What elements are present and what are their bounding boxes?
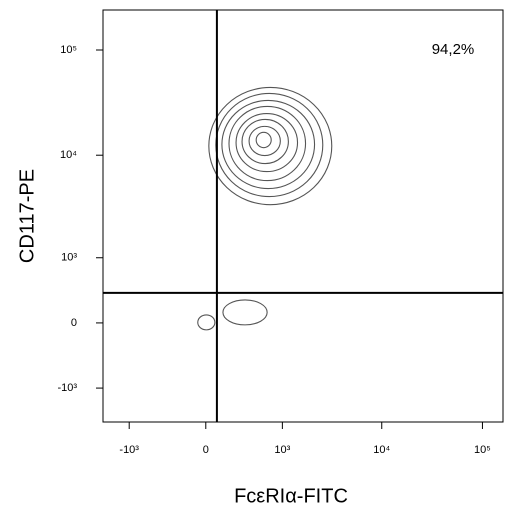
contour [221,99,316,190]
y-tick-label: -10³ [57,382,77,394]
x-tick-label: 10⁴ [373,444,390,456]
contour [255,131,272,149]
y-tick-label: 10³ [61,252,77,264]
x-tick-label: -10³ [119,444,139,456]
y-tick-label: 0 [71,317,77,329]
y-tick-label: 10⁴ [60,149,77,161]
annotation: 94,2% [432,41,475,58]
contour [222,299,268,326]
contour [235,112,299,173]
plot-frame [102,9,504,423]
x-axis-label: FcεRIα-FITC [234,485,348,507]
x-tick-label: 10³ [274,444,290,456]
contour [228,105,307,182]
contour [241,118,289,165]
contour [248,125,281,157]
x-tick-label: 0 [203,444,209,456]
y-axis-label: CD117-PE [16,169,38,263]
contour [208,86,333,206]
contour [215,92,324,198]
x-tick-label: 10⁵ [474,444,491,456]
y-tick-label: 10⁵ [60,44,77,56]
contour [197,314,216,331]
